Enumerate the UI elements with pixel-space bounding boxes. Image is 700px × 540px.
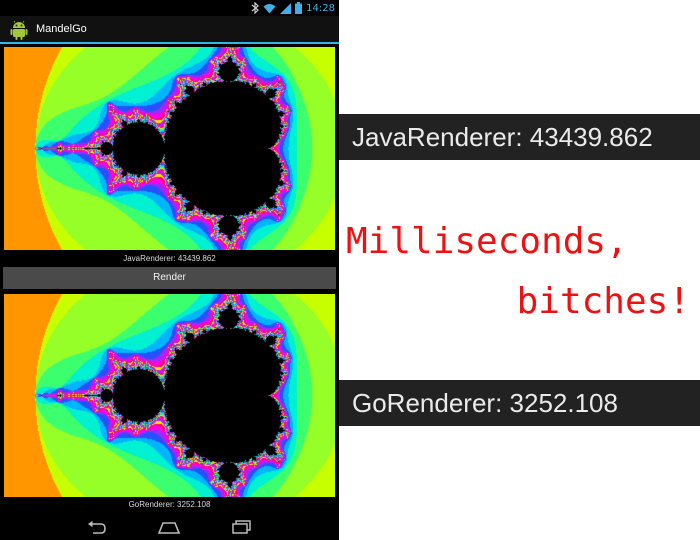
signal-icon (280, 2, 292, 14)
render-button[interactable]: Render (3, 267, 336, 289)
phone-screen: 14:28 MandelGo JavaRenderer: 43439.862 R… (0, 0, 339, 540)
slogan-line-2: bitches! (516, 281, 690, 322)
java-renderer-time: JavaRenderer: 43439.862 (123, 254, 216, 263)
java-renderer-banner: JavaRenderer: 43439.862 (339, 114, 700, 160)
status-clock: 14:28 (306, 2, 335, 14)
go-renderer-time: GoRenderer: 3252.108 (128, 500, 211, 509)
mandelbrot-image-go (4, 294, 335, 497)
mandelbrot-image-java (4, 47, 335, 250)
bluetooth-icon (251, 2, 260, 14)
go-renderer-banner: GoRenderer: 3252.108 (339, 380, 700, 426)
wifi-icon (263, 3, 276, 14)
slogan-line-1: Milliseconds, (346, 221, 628, 262)
status-icons: 14:28 (251, 1, 335, 15)
battery-icon (295, 2, 303, 14)
navigation-bar (0, 514, 339, 540)
status-bar: 14:28 (0, 0, 339, 16)
action-bar: MandelGo (0, 16, 339, 44)
android-app-icon[interactable] (8, 19, 30, 46)
app-title: MandelGo (36, 23, 87, 35)
